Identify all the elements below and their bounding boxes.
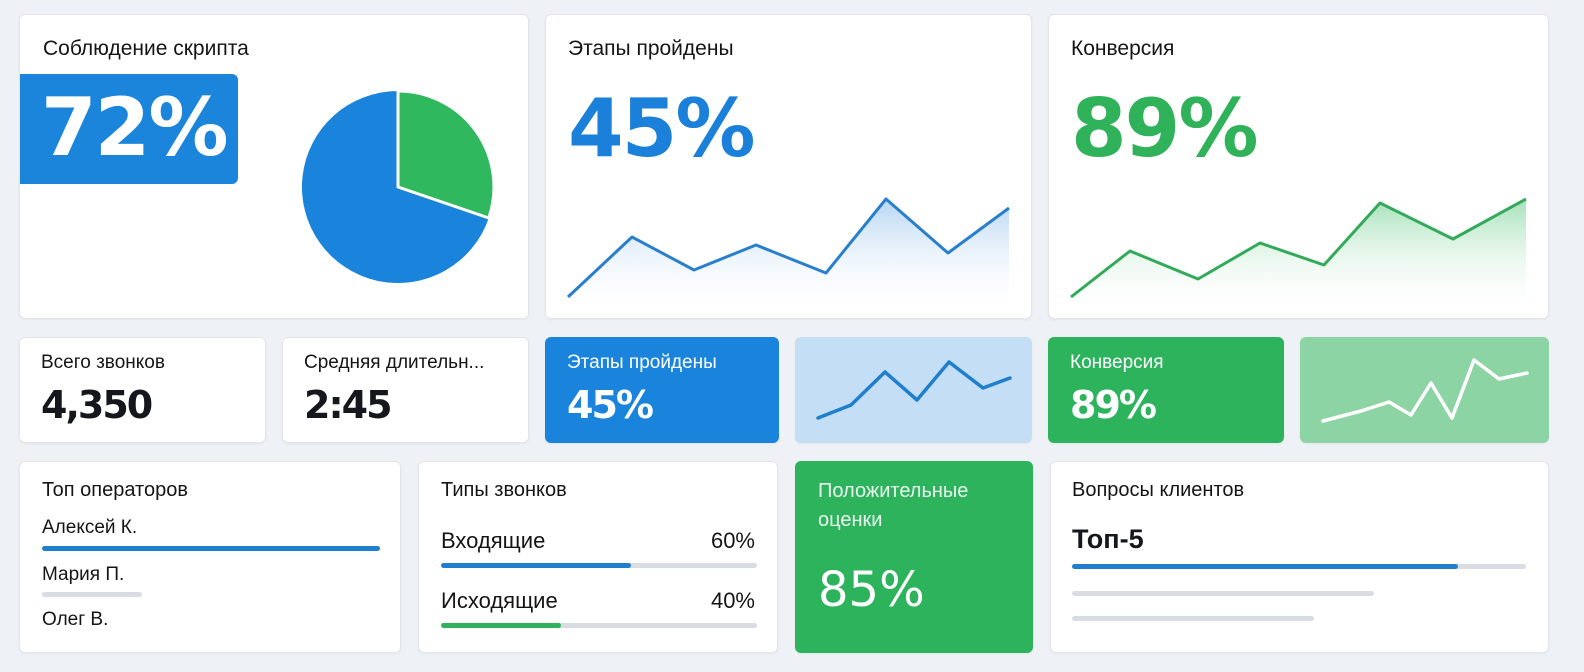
area-chart-stages [566,197,1010,315]
script-compliance-card: Соблюдение скрипта 72% [19,14,529,319]
call-type-bar-fill [441,563,631,568]
card-title: Средняя длительн... [304,352,485,373]
positive-ratings-card: Положительные оценки 85% [795,461,1033,653]
customer-questions-card: Вопросы клиентов Топ-5 [1050,461,1549,653]
call-type-bar-track [441,623,757,628]
card-title: Конверсия [1071,37,1175,60]
card-title: Топ операторов [42,479,188,501]
conversion-small-value: 89% [1070,383,1157,427]
stages-sparkline-card [795,337,1032,443]
operator-name: Мария П. [42,564,125,585]
stages-passed-card: Этапы пройдены 45% [545,14,1032,319]
question-bar-track [1072,564,1526,569]
call-type-percent: 40% [710,588,755,613]
conversion-card: Конверсия 89% [1048,14,1549,319]
avg-duration-card: Средняя длительн... 2:45 [282,337,529,443]
card-title: Типы звонков [441,479,567,501]
sparkline-stages [816,360,1012,420]
card-title: Соблюдение скрипта [43,37,249,60]
total-calls-value: 4,350 [41,383,153,427]
operator-name: Алексей К. [42,517,138,538]
total-calls-card: Всего звонков 4,350 [19,337,266,443]
conversion-sparkline-card [1300,337,1549,443]
pie-slice-compliant [301,90,489,283]
stages-value: 45% [568,82,755,175]
stages-small-value: 45% [567,383,654,427]
question-bar-placeholder [1072,616,1314,621]
conversion-small-card: Конверсия 89% [1048,337,1284,443]
call-type-label: Исходящие [441,588,558,613]
call-type-percent: 60% [710,528,755,553]
operator-name: Олег В. [42,609,109,630]
call-type-bar-track [441,563,757,568]
area-chart-conversion [1070,197,1527,315]
avg-duration-value: 2:45 [304,383,393,427]
sparkline-conversion [1321,358,1529,423]
positive-ratings-value: 85% [818,562,925,618]
percentage-value: 72% [41,81,228,174]
top-operators-card: Топ операторов Алексей К. Мария П. Олег … [19,461,401,653]
card-title: Конверсия [1070,352,1164,373]
stages-passed-small-card: Этапы пройдены 45% [545,337,779,443]
question-bar-placeholder [1072,591,1374,596]
card-title: Положительные оценки [818,480,969,531]
top5-label: Топ-5 [1072,524,1144,554]
question-bar-fill [1072,564,1458,569]
card-title: Всего звонков [41,352,165,373]
card-title: Этапы пройдены [568,37,734,60]
card-title: Этапы пройдены [567,352,717,373]
call-type-label: Входящие [441,528,546,553]
percentage-badge: 72% [20,74,238,184]
pie-slice-noncompliant [396,89,496,220]
operator-bar [42,546,380,551]
conversion-value: 89% [1071,82,1258,175]
pie-chart [301,89,496,283]
card-title: Вопросы клиентов [1072,479,1245,501]
call-type-bar-fill [441,623,562,628]
operator-bar [42,592,142,597]
call-types-card: Типы звонков Входящие 60% Исходящие 40% [418,461,778,653]
